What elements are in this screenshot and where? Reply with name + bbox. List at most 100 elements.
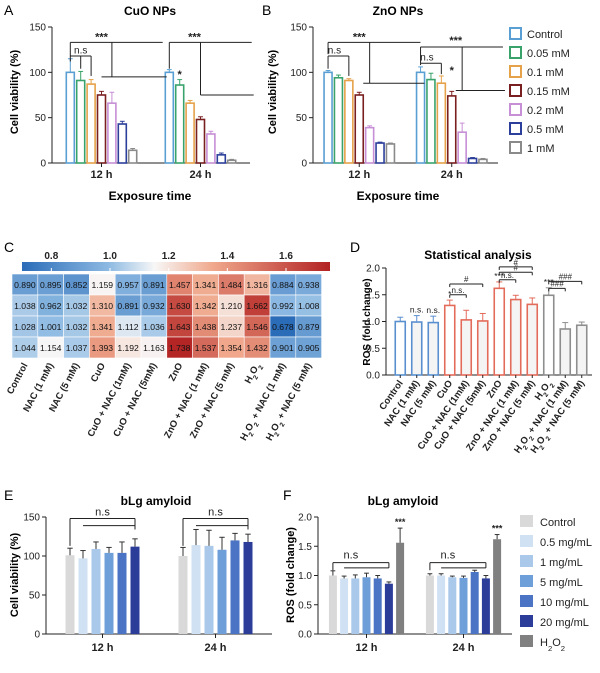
bar bbox=[526, 303, 539, 376]
bar bbox=[394, 320, 407, 376]
legend-swatch bbox=[520, 515, 533, 527]
bar bbox=[191, 545, 201, 634]
bar bbox=[354, 94, 365, 164]
legend-swatch bbox=[509, 84, 522, 97]
bar bbox=[415, 71, 426, 164]
significance-label: n.s bbox=[441, 550, 456, 562]
bar bbox=[476, 320, 489, 376]
legend-label: 0.2 mM bbox=[527, 105, 564, 117]
significance-label: * bbox=[178, 69, 183, 81]
bar bbox=[65, 555, 75, 634]
bar bbox=[216, 154, 227, 164]
bar bbox=[206, 133, 216, 164]
y-tick-label: 150 bbox=[290, 23, 307, 34]
significance-label: # bbox=[514, 263, 519, 272]
bar bbox=[457, 131, 467, 164]
heatmap-value: 1.038 bbox=[14, 301, 36, 311]
significance-label: # bbox=[464, 275, 469, 284]
bar bbox=[509, 298, 522, 376]
bar-significance-label: * bbox=[448, 289, 452, 299]
x-tick-label: 12 h bbox=[348, 169, 370, 181]
bar bbox=[384, 583, 393, 634]
heatmap-column-label: Control bbox=[5, 361, 31, 396]
bar bbox=[117, 552, 127, 634]
heatmap-value: 0.890 bbox=[14, 280, 36, 290]
y-tick-label: 1.5 bbox=[366, 290, 380, 301]
heatmap-value: 1.393 bbox=[92, 343, 114, 353]
significance-label: *** bbox=[188, 32, 202, 44]
y-tick-label: 1.0 bbox=[298, 571, 312, 582]
bar bbox=[478, 158, 488, 164]
bar bbox=[542, 294, 555, 376]
heatmap-value: 0.852 bbox=[66, 280, 88, 290]
x-tick-label: 12 h bbox=[355, 642, 377, 654]
heatmap-value: 1.154 bbox=[40, 343, 62, 353]
heatmap-value: 0.992 bbox=[272, 301, 294, 311]
legend-swatch bbox=[509, 141, 522, 154]
heatmap-column-label: H2O2 bbox=[243, 361, 265, 387]
y-tick-label: 0.5 bbox=[366, 344, 380, 355]
heatmap-value: 1.432 bbox=[246, 343, 268, 353]
heatmap-value: 1.192 bbox=[117, 343, 139, 353]
color-scale-bar bbox=[22, 262, 330, 271]
bar bbox=[427, 321, 440, 376]
bar bbox=[75, 79, 86, 164]
bar bbox=[559, 328, 572, 376]
bar bbox=[493, 287, 506, 376]
heatmap-value: 0.957 bbox=[117, 280, 139, 290]
bar bbox=[226, 159, 237, 164]
bar bbox=[243, 541, 253, 634]
bar bbox=[178, 556, 188, 634]
significance-label: *** bbox=[449, 35, 463, 47]
heatmap-value: 1.643 bbox=[169, 322, 191, 332]
bar bbox=[375, 142, 385, 164]
legend-label: 0.1 mM bbox=[527, 67, 564, 79]
heatmap-value: 1.310 bbox=[92, 301, 114, 311]
heatmap-value: 0.891 bbox=[143, 280, 165, 290]
y-tick-label: 0 bbox=[301, 159, 307, 170]
bar bbox=[460, 319, 473, 376]
chart-title-f: bLg amyloid bbox=[368, 494, 439, 508]
heatmap-value: 1.044 bbox=[14, 343, 36, 353]
heatmap-value: 1.630 bbox=[169, 301, 191, 311]
xlabel-b: Exposure time bbox=[357, 189, 440, 203]
bar bbox=[373, 578, 382, 634]
bar bbox=[130, 546, 140, 634]
significance-label: n.s bbox=[95, 507, 110, 519]
bar bbox=[364, 126, 375, 164]
panel-letter-c: C bbox=[4, 239, 14, 255]
legend-label: H2O2 bbox=[540, 637, 565, 653]
bar bbox=[91, 548, 101, 634]
legend-swatch bbox=[520, 555, 533, 567]
legend-swatch bbox=[520, 615, 533, 627]
heatmap-value: 0.901 bbox=[272, 343, 294, 353]
ylabel-b: Cell viability (%) bbox=[267, 49, 279, 134]
chart-title-a: CuO NPs bbox=[124, 4, 176, 18]
heatmap-value: 0.891 bbox=[117, 301, 139, 311]
bar bbox=[328, 575, 337, 634]
heatmap-value: 0.932 bbox=[143, 301, 165, 311]
significance-label: ### bbox=[550, 279, 564, 288]
heatmap-value: 0.879 bbox=[298, 322, 320, 332]
x-tick-label: 24 h bbox=[441, 169, 463, 181]
significance-label: n.s bbox=[328, 45, 341, 56]
bar bbox=[204, 545, 214, 634]
panel-letter-e: E bbox=[4, 487, 13, 503]
scale-tick-label: 1.0 bbox=[103, 251, 117, 262]
bar bbox=[333, 76, 344, 164]
heatmap-value: 1.354 bbox=[221, 343, 243, 353]
heatmap-value: 1.537 bbox=[195, 343, 217, 353]
bar bbox=[65, 71, 76, 164]
bar-significance-label: *** bbox=[494, 271, 505, 281]
heatmap-cell bbox=[295, 336, 322, 359]
bar bbox=[104, 552, 114, 634]
bar bbox=[96, 94, 107, 164]
legend-label: Control bbox=[527, 29, 562, 41]
legend-swatch bbox=[520, 575, 533, 587]
legend-swatch bbox=[509, 27, 522, 40]
legend-label: Control bbox=[540, 517, 575, 529]
heatmap-value: 1.163 bbox=[143, 343, 165, 353]
ylabel-e: Cell viability (%) bbox=[9, 532, 21, 617]
heatmap-value: 0.905 bbox=[298, 343, 320, 353]
chart-title-d: Statistical analysis bbox=[424, 248, 532, 262]
